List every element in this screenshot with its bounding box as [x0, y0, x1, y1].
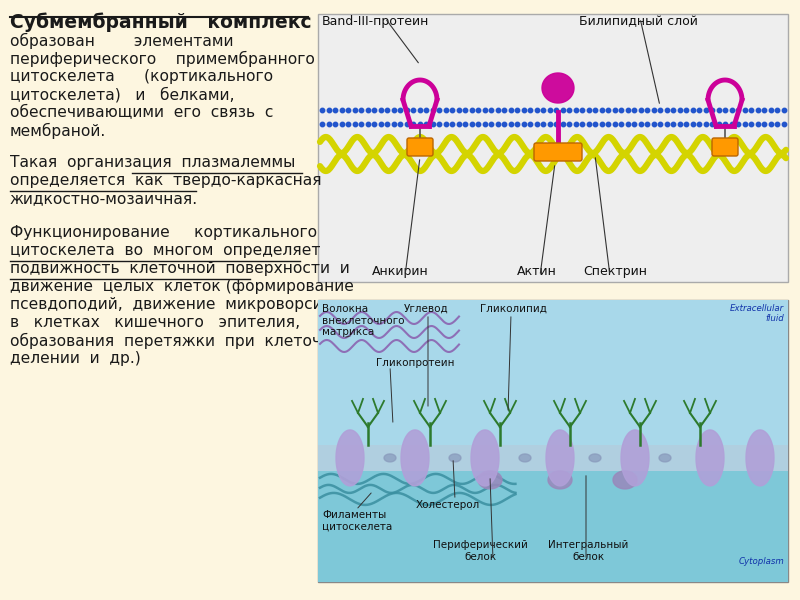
Text: Билипидный слой: Билипидный слой	[578, 15, 698, 28]
Text: Функционирование     кортикального: Функционирование кортикального	[10, 225, 317, 240]
Text: Углевод: Углевод	[404, 304, 448, 314]
Polygon shape	[449, 454, 461, 462]
Text: Анкирин: Анкирин	[372, 265, 428, 278]
Text: Такая  организация  плазмалеммы: Такая организация плазмалеммы	[10, 155, 295, 170]
Text: Волокна
внеклеточного
матрикса: Волокна внеклеточного матрикса	[322, 304, 405, 337]
Text: определяется  как  твердо-каркасная: определяется как твердо-каркасная	[10, 173, 322, 188]
Text: подвижность  клеточной  поверхности  и: подвижность клеточной поверхности и	[10, 261, 350, 276]
Bar	[318, 471, 788, 582]
Text: Периферический
белок: Периферический белок	[433, 541, 527, 562]
Text: псевдоподий,  движение  микроворсинок: псевдоподий, движение микроворсинок	[10, 297, 352, 312]
Text: цитоскелета      (кортикального: цитоскелета (кортикального	[10, 69, 273, 84]
Text: Актин: Актин	[517, 265, 557, 278]
FancyBboxPatch shape	[407, 138, 433, 156]
Polygon shape	[613, 471, 637, 489]
Text: Филаменты
цитоскелета: Филаменты цитоскелета	[322, 510, 392, 532]
Text: делении  и  др.): делении и др.)	[10, 351, 141, 366]
Polygon shape	[471, 430, 499, 486]
Text: мембраной.: мембраной.	[10, 123, 106, 139]
Bar	[318, 445, 788, 471]
Text: Холестерол: Холестерол	[416, 500, 480, 510]
Polygon shape	[546, 430, 574, 486]
Text: Гликопротеин: Гликопротеин	[376, 358, 454, 368]
Polygon shape	[621, 430, 649, 486]
Polygon shape	[336, 430, 364, 486]
Polygon shape	[401, 430, 429, 486]
Polygon shape	[384, 454, 396, 462]
Text: Субмембранный   комплекс: Субмембранный комплекс	[10, 12, 312, 32]
Bar	[318, 300, 788, 455]
Polygon shape	[659, 454, 671, 462]
Polygon shape	[519, 454, 531, 462]
Polygon shape	[696, 430, 724, 486]
Text: образован        элементами: образован элементами	[10, 33, 234, 49]
Text: в   клетках   кишечного   эпителия,: в клетках кишечного эпителия,	[10, 315, 300, 330]
Text: образования  перетяжки  при  клеточном: образования перетяжки при клеточном	[10, 333, 352, 349]
FancyBboxPatch shape	[534, 143, 582, 161]
Text: движение  целых  клеток (формирование: движение целых клеток (формирование	[10, 279, 354, 294]
Text: Cytoplasm: Cytoplasm	[738, 557, 784, 566]
Polygon shape	[542, 73, 574, 103]
Text: цитоскелета  во  многом  определяет: цитоскелета во многом определяет	[10, 243, 321, 258]
Text: Интегральный
белок: Интегральный белок	[548, 541, 628, 562]
Bar	[318, 300, 788, 582]
Text: жидкостно-мозаичная.: жидкостно-мозаичная.	[10, 191, 198, 206]
Text: Extracellular
fluid: Extracellular fluid	[730, 304, 784, 323]
Polygon shape	[589, 454, 601, 462]
Bar	[318, 14, 788, 282]
Text: Band-III-протеин: Band-III-протеин	[322, 15, 429, 28]
Polygon shape	[478, 471, 502, 489]
Polygon shape	[746, 430, 774, 486]
Text: Гликолипид: Гликолипид	[479, 304, 546, 314]
Text: периферического    примембранного: периферического примембранного	[10, 51, 315, 67]
Polygon shape	[548, 471, 572, 489]
Text: цитоскелета)   и   белками,: цитоскелета) и белками,	[10, 87, 234, 103]
Text: обеспечивающими  его  связь  с: обеспечивающими его связь с	[10, 105, 274, 120]
FancyBboxPatch shape	[712, 138, 738, 156]
Text: Спектрин: Спектрин	[583, 265, 647, 278]
